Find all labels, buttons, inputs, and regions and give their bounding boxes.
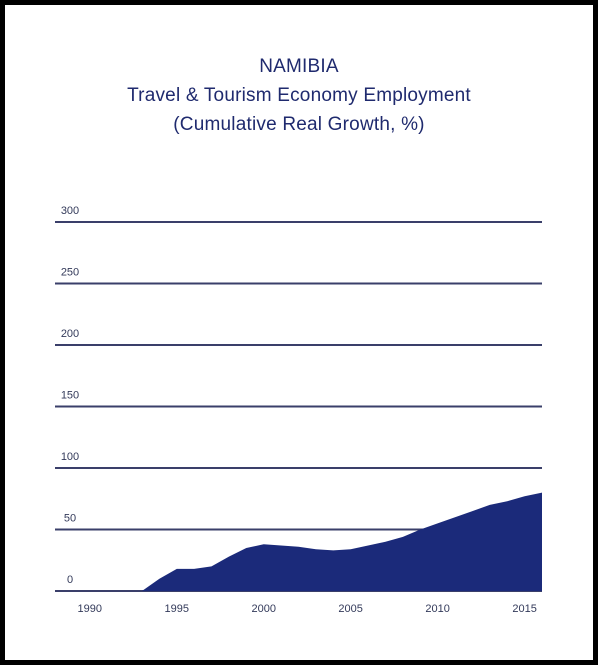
x-tick-label: 1995	[165, 603, 189, 615]
x-tick-label: 2010	[425, 603, 449, 615]
y-tick-label: 50	[64, 513, 76, 525]
chart-subtitle: Travel & Tourism Economy Employment	[127, 85, 471, 106]
series-area-fill	[55, 492, 542, 591]
y-tick-label: 150	[61, 390, 79, 402]
x-tick-label: 1990	[78, 603, 102, 615]
chart-subtitle-units: (Cumulative Real Growth, %)	[173, 114, 425, 135]
y-tick-label: 100	[61, 451, 79, 463]
y-tick-label: 250	[61, 267, 79, 279]
series-area	[55, 492, 542, 591]
y-axis-ticks: 0 50 100 150 200 250 300	[61, 205, 79, 586]
y-tick-label: 0	[67, 574, 73, 586]
chart-title-block: NAMIBIA Travel & Tourism Economy Employm…	[0, 52, 598, 139]
chart-title: NAMIBIA	[259, 56, 339, 77]
x-tick-label: 2015	[512, 603, 536, 615]
x-tick-label: 2005	[338, 603, 362, 615]
x-axis-ticks: 1990 1995 2000 2005 2010 2015	[78, 603, 537, 615]
x-tick-label: 2000	[251, 603, 275, 615]
y-tick-label: 200	[61, 328, 79, 340]
y-tick-label: 300	[61, 205, 79, 217]
